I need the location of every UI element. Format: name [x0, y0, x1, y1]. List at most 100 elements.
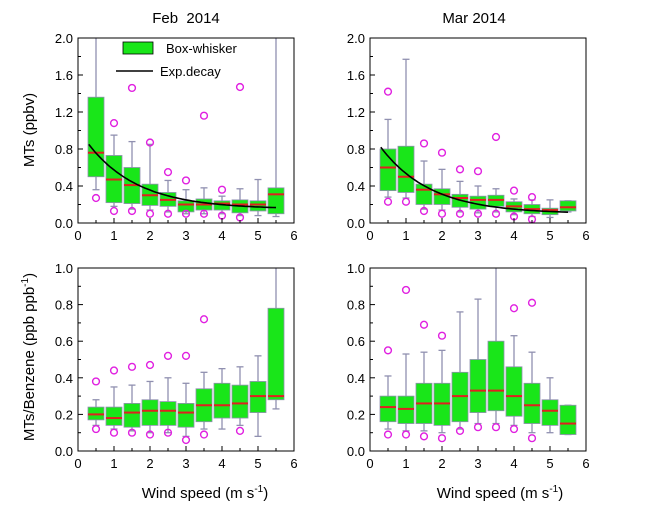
- y-tick-label: 0.2: [55, 407, 73, 422]
- box-group: [415, 139, 433, 216]
- box-group: [195, 315, 213, 439]
- outlier-marker: [383, 87, 393, 96]
- x-tick-label: 0: [74, 456, 81, 471]
- y-tick-label: 1.0: [347, 261, 365, 276]
- box: [541, 399, 559, 426]
- x-axis-title-left-close: ): [263, 485, 268, 502]
- outlier-marker: [91, 377, 101, 386]
- x-tick-label: 1: [402, 456, 409, 471]
- box: [123, 403, 141, 428]
- outlier-marker: [437, 209, 447, 218]
- box-group: [379, 87, 397, 206]
- box-group: [559, 200, 577, 213]
- outlier-marker: [491, 423, 501, 432]
- y-tick-label: 1.6: [347, 68, 365, 83]
- box: [523, 382, 541, 424]
- y-tick-label: 0.0: [55, 216, 73, 231]
- box-group: [397, 285, 415, 439]
- x-tick-label: 0: [74, 228, 81, 243]
- outlier-marker: [419, 206, 429, 216]
- outlier-marker: [109, 428, 119, 437]
- outlier-marker: [163, 351, 173, 360]
- x-tick-label: 6: [290, 228, 297, 243]
- x-axis-title-left-sup: -1: [254, 484, 263, 495]
- outlier-marker: [199, 315, 209, 324]
- x-tick-label: 6: [582, 228, 589, 243]
- box-group: [177, 176, 195, 218]
- x-axis-title-right: Wind speed (m s-1): [437, 484, 563, 502]
- box-group: [195, 111, 213, 218]
- box: [231, 384, 249, 419]
- x-tick-label: 6: [290, 456, 297, 471]
- box: [141, 399, 159, 426]
- box-group: [141, 360, 159, 439]
- x-tick-label: 5: [546, 228, 553, 243]
- x-tick-label: 0: [366, 456, 373, 471]
- box: [469, 359, 487, 413]
- x-tick-label: 4: [510, 228, 517, 243]
- y-tick-label: 1.2: [55, 105, 73, 120]
- outlier-marker: [419, 432, 429, 441]
- outlier-marker: [437, 434, 447, 443]
- outlier-marker: [199, 209, 209, 218]
- x-tick-label: 1: [110, 456, 117, 471]
- box-group: [177, 351, 195, 445]
- y-tick-label: 0.4: [55, 371, 73, 386]
- y-tick-label: 0.4: [347, 371, 365, 386]
- box-group: [451, 311, 469, 435]
- exp-decay-curve: [380, 146, 569, 213]
- box: [213, 382, 231, 419]
- outlier-marker: [181, 176, 191, 185]
- outlier-marker: [509, 424, 519, 434]
- y-tick-label: 0.4: [55, 179, 73, 194]
- box-group: [123, 362, 141, 437]
- outlier-marker: [91, 193, 101, 203]
- y-tick-label: 1.6: [55, 68, 73, 83]
- outlier-marker: [127, 428, 137, 437]
- x-tick-label: 0: [366, 228, 373, 243]
- box: [105, 406, 123, 426]
- outlier-marker: [383, 197, 393, 206]
- box-group: [123, 83, 141, 216]
- outlier-marker: [145, 430, 155, 439]
- box-group: [505, 186, 523, 221]
- box-group: [267, 268, 285, 410]
- outlier-marker: [401, 285, 411, 295]
- box-group: [105, 118, 123, 216]
- box-group: [487, 132, 505, 218]
- outlier-marker: [455, 426, 465, 435]
- box-group: [159, 168, 177, 218]
- box: [559, 200, 577, 212]
- outlier-marker: [437, 148, 447, 157]
- box-group: [523, 193, 541, 224]
- box-group: [249, 355, 267, 438]
- x-tick-label: 6: [582, 456, 589, 471]
- box: [267, 187, 285, 215]
- outlier-marker: [163, 209, 173, 218]
- y-tick-label: 2.0: [55, 31, 73, 46]
- box: [87, 96, 105, 178]
- outlier-marker: [163, 168, 173, 177]
- box-group: [505, 304, 523, 434]
- box: [415, 183, 433, 205]
- outlier-marker: [235, 82, 245, 92]
- outlier-marker: [455, 209, 465, 218]
- box: [397, 145, 415, 193]
- y-tick-label: 0.0: [347, 444, 365, 459]
- y-axis-title-top: MTs (ppbv): [21, 93, 38, 167]
- outlier-marker: [491, 209, 501, 218]
- outlier-marker: [419, 320, 429, 329]
- box-group: [159, 351, 177, 437]
- outlier-marker: [181, 351, 191, 360]
- x-tick-label: 4: [510, 456, 517, 471]
- box: [379, 395, 397, 423]
- outlier-marker: [217, 185, 227, 194]
- outlier-marker: [455, 165, 465, 174]
- box-group: [213, 367, 231, 430]
- panel-title-feb: Feb 2014: [152, 10, 220, 27]
- box-group: [469, 167, 487, 218]
- outlier-marker: [509, 186, 519, 195]
- legend-curve-label: Exp.decay: [160, 64, 221, 79]
- x-axis-title-right-sup: -1: [549, 484, 558, 495]
- outlier-marker: [527, 298, 537, 307]
